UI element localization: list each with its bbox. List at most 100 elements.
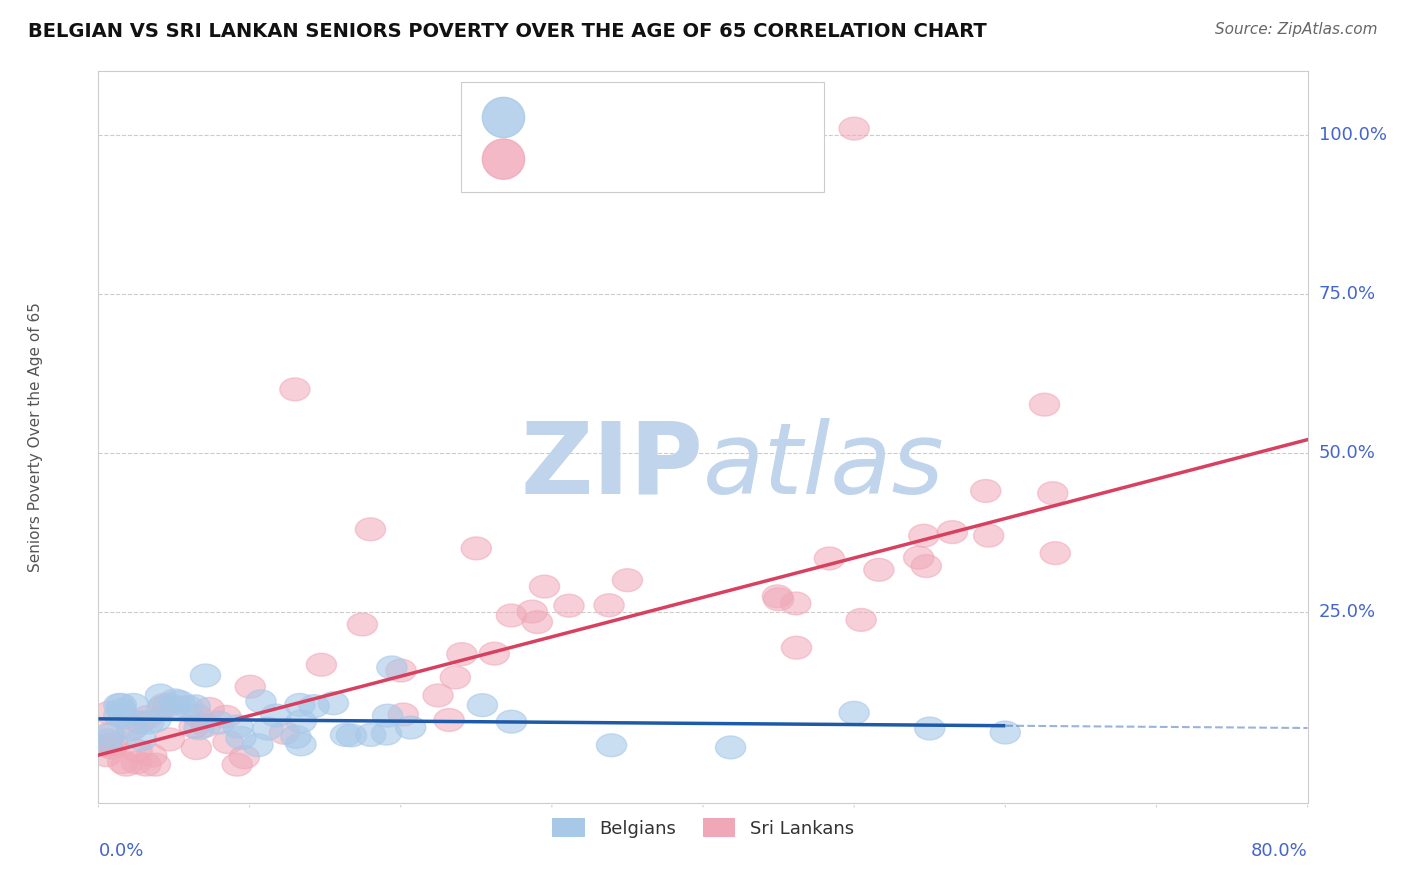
- Ellipse shape: [377, 656, 406, 679]
- Text: 75.0%: 75.0%: [1319, 285, 1376, 303]
- Ellipse shape: [814, 547, 845, 570]
- Ellipse shape: [184, 716, 214, 739]
- Ellipse shape: [226, 726, 256, 749]
- Ellipse shape: [423, 684, 453, 706]
- Ellipse shape: [447, 642, 477, 665]
- Text: BELGIAN VS SRI LANKAN SENIORS POVERTY OVER THE AGE OF 65 CORRELATION CHART: BELGIAN VS SRI LANKAN SENIORS POVERTY OV…: [28, 22, 987, 41]
- Ellipse shape: [222, 753, 252, 776]
- Ellipse shape: [938, 521, 967, 543]
- Ellipse shape: [330, 723, 360, 747]
- Ellipse shape: [371, 723, 402, 745]
- Text: 0.0%: 0.0%: [98, 842, 143, 860]
- Ellipse shape: [191, 714, 221, 737]
- Ellipse shape: [93, 734, 122, 756]
- Ellipse shape: [780, 592, 811, 615]
- Ellipse shape: [863, 558, 894, 582]
- Ellipse shape: [104, 693, 134, 716]
- Ellipse shape: [160, 696, 191, 719]
- Ellipse shape: [990, 721, 1021, 744]
- Ellipse shape: [127, 728, 156, 751]
- Ellipse shape: [782, 636, 811, 659]
- Ellipse shape: [181, 737, 211, 759]
- Ellipse shape: [270, 722, 299, 744]
- Ellipse shape: [98, 733, 128, 756]
- Ellipse shape: [908, 524, 939, 547]
- Ellipse shape: [336, 724, 367, 747]
- Ellipse shape: [246, 690, 276, 713]
- Ellipse shape: [222, 715, 253, 738]
- Ellipse shape: [117, 716, 148, 739]
- Ellipse shape: [280, 378, 311, 401]
- Ellipse shape: [285, 710, 316, 733]
- Text: 100.0%: 100.0%: [1319, 126, 1386, 144]
- Ellipse shape: [385, 659, 416, 682]
- Ellipse shape: [461, 537, 492, 560]
- Ellipse shape: [155, 728, 184, 751]
- Ellipse shape: [183, 705, 212, 727]
- Text: R = -0.077   N = 48: R = -0.077 N = 48: [540, 109, 747, 127]
- Ellipse shape: [970, 480, 1001, 502]
- FancyBboxPatch shape: [461, 82, 824, 192]
- Ellipse shape: [915, 717, 945, 740]
- Ellipse shape: [373, 704, 402, 727]
- Ellipse shape: [1038, 482, 1069, 505]
- Ellipse shape: [153, 694, 183, 717]
- Ellipse shape: [211, 706, 240, 728]
- Ellipse shape: [160, 689, 190, 712]
- Ellipse shape: [839, 701, 869, 724]
- Ellipse shape: [134, 711, 165, 734]
- Ellipse shape: [911, 555, 942, 577]
- Ellipse shape: [93, 723, 124, 746]
- Ellipse shape: [356, 723, 385, 747]
- Ellipse shape: [118, 693, 149, 716]
- Ellipse shape: [716, 736, 745, 759]
- Ellipse shape: [204, 711, 233, 734]
- Ellipse shape: [839, 117, 869, 140]
- Ellipse shape: [212, 731, 243, 754]
- Ellipse shape: [141, 709, 170, 732]
- Ellipse shape: [132, 706, 163, 729]
- Text: R =  0.498   N = 66: R = 0.498 N = 66: [540, 150, 747, 168]
- Ellipse shape: [307, 653, 336, 676]
- Ellipse shape: [235, 675, 266, 698]
- Text: atlas: atlas: [703, 417, 945, 515]
- Ellipse shape: [121, 751, 152, 774]
- Ellipse shape: [763, 588, 793, 611]
- Ellipse shape: [93, 729, 122, 752]
- Ellipse shape: [105, 698, 136, 722]
- Ellipse shape: [190, 664, 221, 687]
- Legend: Belgians, Sri Lankans: Belgians, Sri Lankans: [544, 811, 862, 845]
- Ellipse shape: [165, 690, 194, 714]
- Ellipse shape: [356, 518, 385, 541]
- Ellipse shape: [395, 716, 426, 739]
- Ellipse shape: [596, 734, 627, 756]
- Ellipse shape: [131, 753, 162, 776]
- Ellipse shape: [180, 695, 209, 718]
- Ellipse shape: [125, 711, 155, 734]
- Ellipse shape: [762, 585, 793, 607]
- Ellipse shape: [479, 642, 509, 665]
- Ellipse shape: [173, 696, 202, 718]
- Ellipse shape: [388, 703, 419, 726]
- Text: Seniors Poverty Over the Age of 65: Seniors Poverty Over the Age of 65: [28, 302, 44, 572]
- Ellipse shape: [467, 694, 498, 716]
- Ellipse shape: [145, 684, 176, 707]
- Ellipse shape: [260, 704, 291, 727]
- Ellipse shape: [285, 733, 316, 756]
- Ellipse shape: [613, 569, 643, 591]
- Ellipse shape: [482, 97, 524, 137]
- Ellipse shape: [253, 717, 283, 740]
- Text: 50.0%: 50.0%: [1319, 444, 1375, 462]
- Ellipse shape: [104, 704, 134, 727]
- Ellipse shape: [229, 746, 260, 769]
- Ellipse shape: [593, 594, 624, 616]
- Ellipse shape: [973, 524, 1004, 547]
- Text: Source: ZipAtlas.com: Source: ZipAtlas.com: [1215, 22, 1378, 37]
- Ellipse shape: [434, 708, 464, 731]
- Ellipse shape: [108, 706, 139, 729]
- Ellipse shape: [96, 723, 125, 747]
- Ellipse shape: [904, 546, 934, 569]
- Ellipse shape: [136, 744, 167, 767]
- Ellipse shape: [285, 693, 315, 716]
- Ellipse shape: [522, 611, 553, 633]
